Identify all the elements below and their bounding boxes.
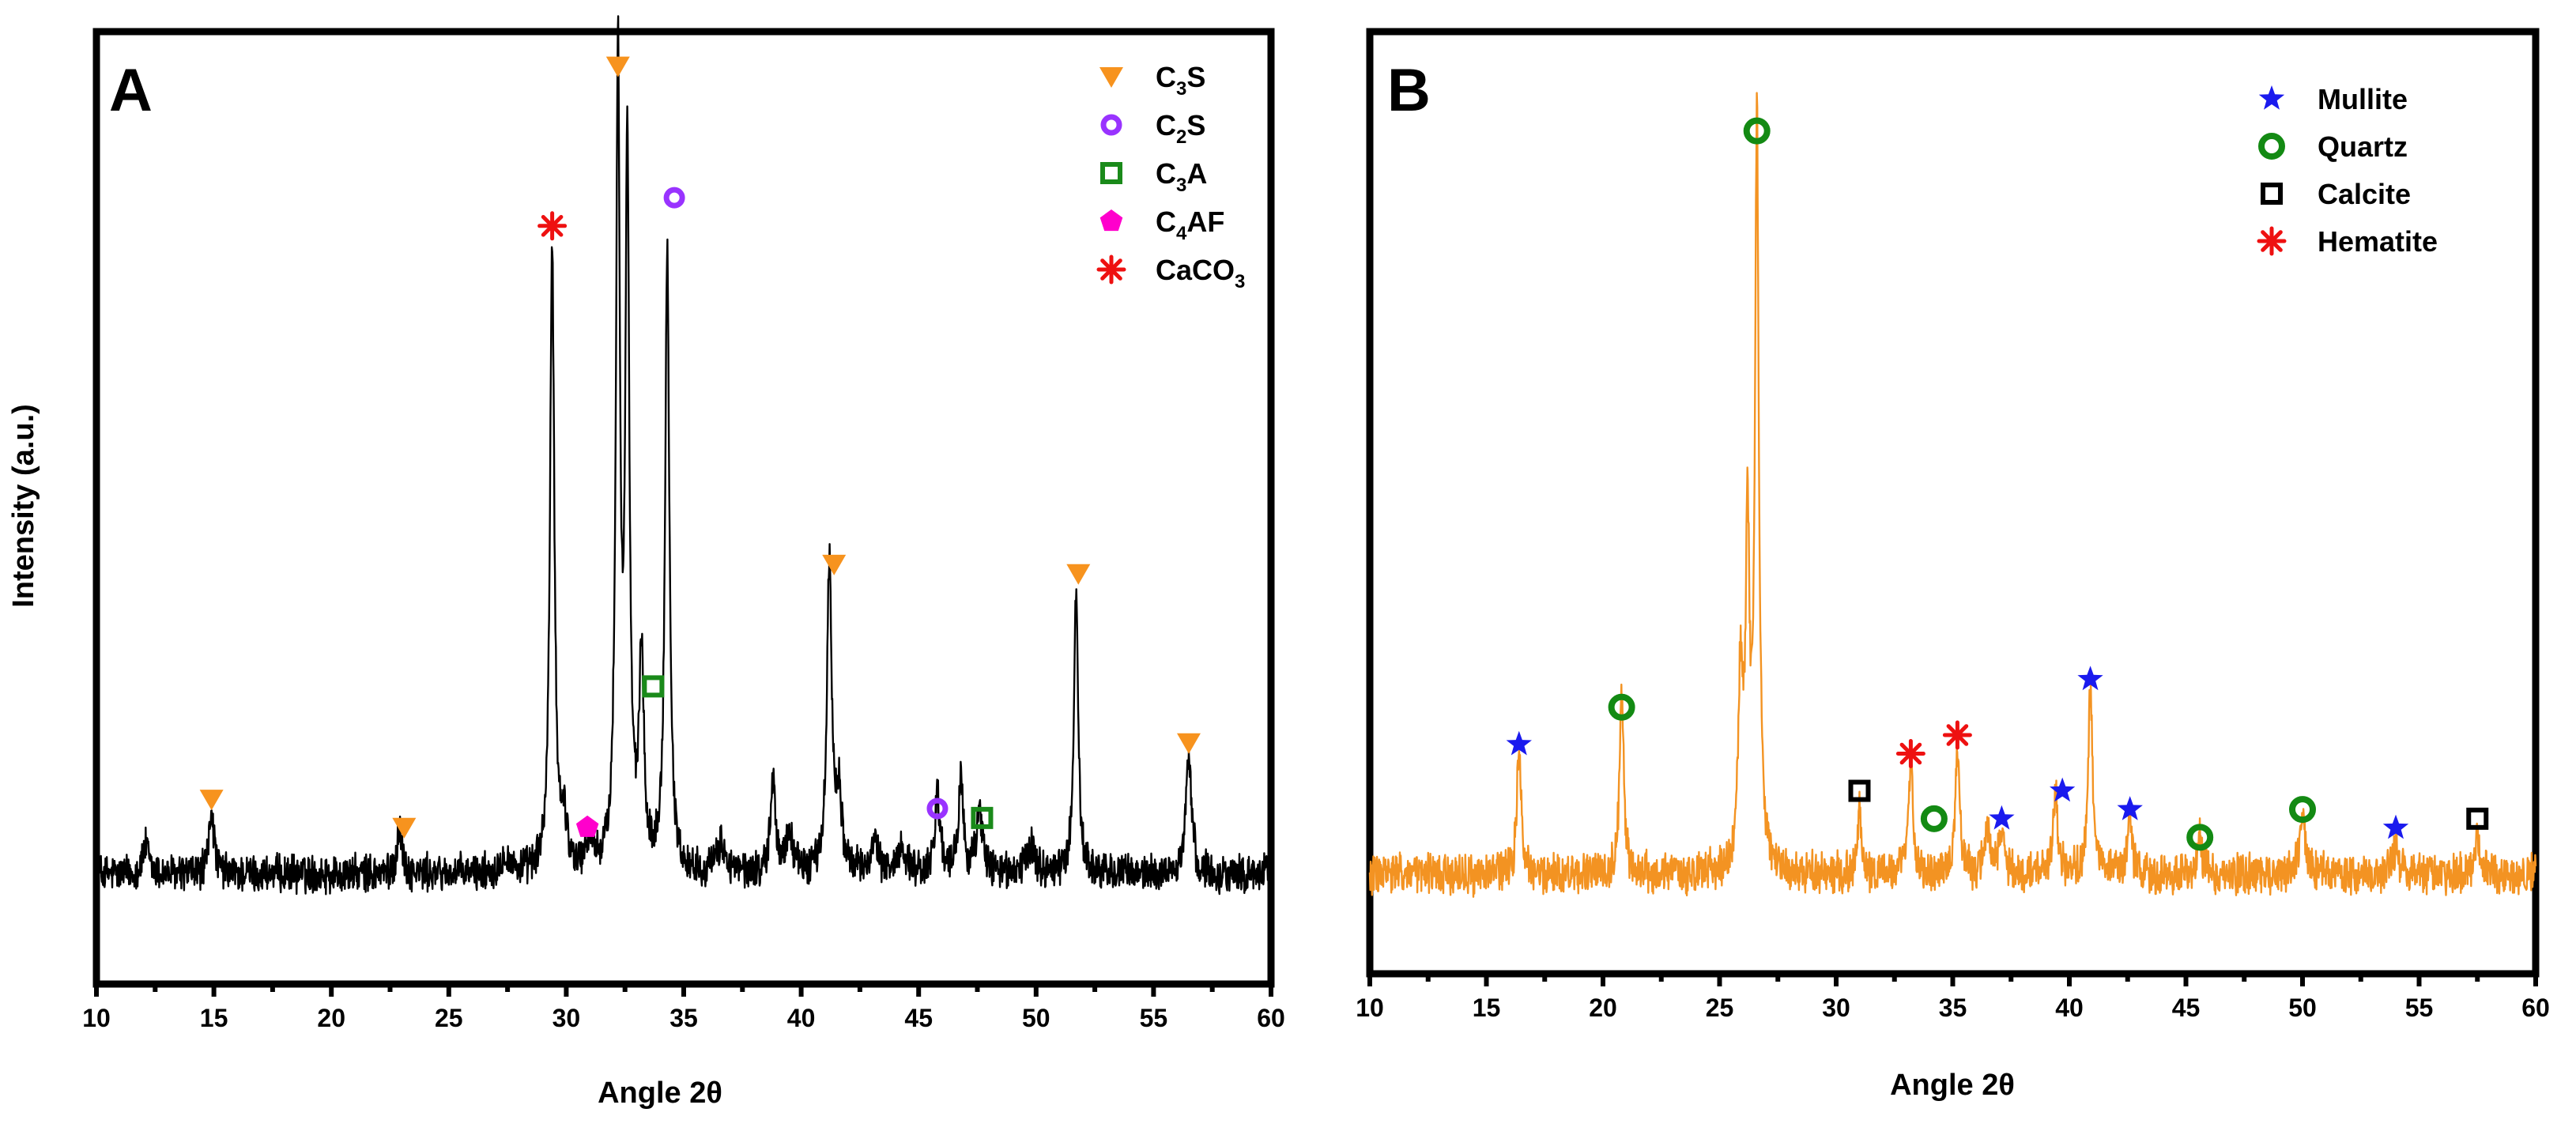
- marker-caco3: [537, 211, 568, 241]
- y-axis-title: Intensity (a.u.): [7, 404, 40, 608]
- panel-a-frame: [92, 28, 1275, 988]
- x-tick-label: 10: [82, 1004, 111, 1032]
- marker-quartz: [2186, 824, 2214, 851]
- x-tick-label: 30: [1822, 994, 1850, 1022]
- x-tick-label: 50: [2288, 994, 2317, 1022]
- marker-calcite: [2466, 807, 2489, 830]
- legend-label-c3s: C3S: [1156, 61, 1205, 100]
- marker-quartz: [1608, 693, 1635, 721]
- panel-a-spectrum-line: [95, 15, 1273, 896]
- marker-mullite: [2050, 777, 2076, 802]
- marker-c3s: [392, 817, 417, 839]
- legend-label-c3a: C3A: [1156, 157, 1207, 196]
- x-tick-label: 45: [904, 1004, 933, 1032]
- panel-b-plot: 10 15 20 25 30 35 40 45 50 55 60 Mullite Quartz Calci…: [1356, 28, 2550, 1022]
- legend-label-hematite: Hematite: [2318, 225, 2438, 258]
- legend-marker-quartz: [2258, 133, 2285, 160]
- x-tick-label: 20: [1589, 994, 1617, 1022]
- marker-mullite: [2077, 666, 2103, 691]
- panel-a-x-axis-title: Angle 2θ: [598, 1077, 722, 1110]
- legend-label-c2s: C2S: [1156, 109, 1205, 148]
- marker-c3s: [605, 56, 630, 77]
- legend-marker-calcite: [2261, 183, 2283, 205]
- legend-marker-caco3: [1096, 255, 1126, 285]
- x-tick-label: 20: [317, 1004, 345, 1032]
- marker-c3s: [822, 554, 847, 575]
- marker-c3a: [642, 675, 665, 698]
- marker-mullite: [2117, 796, 2143, 820]
- marker-calcite: [1848, 779, 1871, 802]
- x-tick-label: 40: [787, 1004, 816, 1032]
- panel-b-spectrum-line: [1368, 92, 2537, 898]
- x-tick-label: 10: [1356, 994, 1384, 1022]
- x-tick-label: 55: [1140, 1004, 1168, 1032]
- x-tick-label: 15: [1473, 994, 1501, 1022]
- x-tick-label: 55: [2405, 994, 2434, 1022]
- marker-hematite: [1895, 739, 1925, 768]
- legend-label-c4af: C4AF: [1156, 206, 1224, 244]
- legend-marker-mullite: [2258, 85, 2285, 110]
- legend-label-quartz: Quartz: [2318, 130, 2408, 163]
- x-tick-label: 60: [1257, 1004, 1285, 1032]
- x-tick-label: 35: [669, 1004, 698, 1032]
- marker-c2s: [926, 798, 949, 820]
- x-tick-label: 15: [200, 1004, 228, 1032]
- marker-mullite: [2382, 814, 2409, 839]
- x-tick-label: 40: [2055, 994, 2084, 1022]
- legend-label-caco3: CaCO3: [1156, 254, 1245, 292]
- panel-a-legend: C3S C2S C3A C4AF CaCO3: [1096, 61, 1245, 292]
- legend-label-calcite: Calcite: [2318, 178, 2411, 210]
- legend-marker-c3a: [1100, 162, 1122, 184]
- legend-marker-c4af: [1099, 209, 1123, 232]
- panel-b-x-axis-title: Angle 2θ: [1890, 1069, 2015, 1102]
- legend-label-mullite: Mullite: [2318, 83, 2408, 115]
- marker-quartz: [1920, 805, 1948, 832]
- marker-mullite: [1506, 730, 1532, 756]
- x-tick-label: 60: [2521, 994, 2550, 1022]
- marker-c4af: [575, 815, 599, 837]
- panel-a-letter: A: [109, 57, 153, 124]
- x-tick-label: 30: [553, 1004, 581, 1032]
- panel-b: B Angle 2θ: [1387, 57, 2015, 1102]
- legend-marker-c3s: [1099, 67, 1123, 88]
- marker-c2s: [663, 187, 685, 209]
- marker-quartz: [1743, 117, 1771, 145]
- marker-c3s: [1176, 733, 1201, 754]
- marker-c3a: [971, 806, 994, 829]
- panel-b-legend: Mullite Quartz Calcite Hematite: [2257, 83, 2438, 258]
- x-tick-label: 50: [1022, 1004, 1050, 1032]
- panel-a: A Angle 2θ: [109, 57, 722, 1110]
- x-tick-label: 25: [1706, 994, 1734, 1022]
- marker-c3s: [1066, 564, 1091, 585]
- x-tick-label: 25: [435, 1004, 463, 1032]
- marker-quartz: [2289, 796, 2316, 824]
- legend-marker-c2s: [1100, 114, 1122, 136]
- panel-a-plot: 10 15 20 25 30 35 40 45 50 55 60 C3S C2S C3A C4AF CaCO3: [82, 15, 1285, 1032]
- x-tick-label: 45: [2172, 994, 2201, 1022]
- panel-b-letter: B: [1387, 57, 1431, 124]
- marker-c3s: [199, 790, 224, 811]
- marker-hematite: [1942, 720, 1972, 750]
- x-tick-label: 35: [1939, 994, 1967, 1022]
- marker-mullite: [1989, 805, 2015, 830]
- legend-marker-hematite: [2257, 226, 2287, 256]
